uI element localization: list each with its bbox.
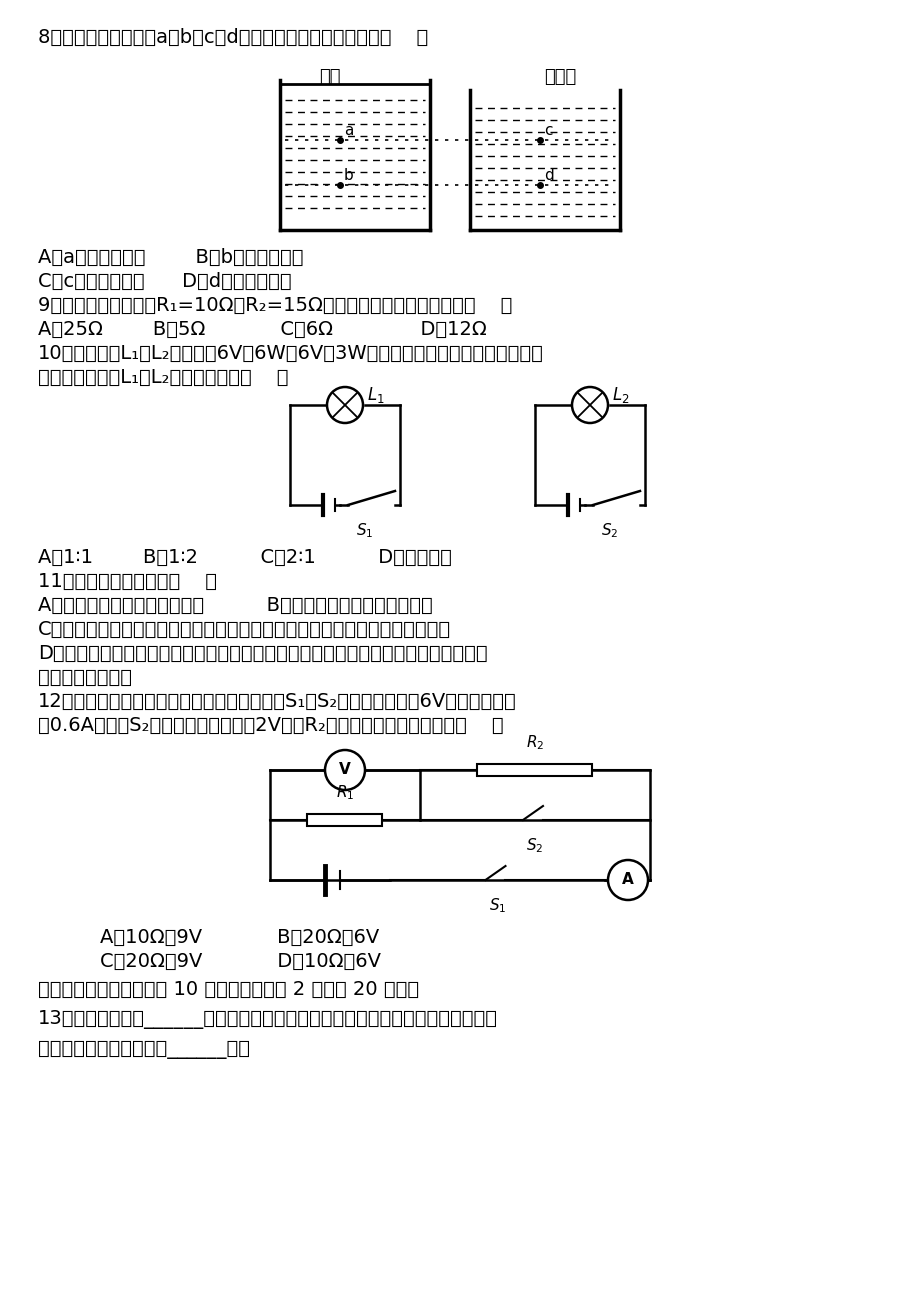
Text: $L_1$: $L_1$ [367,385,384,406]
Text: 11．下列说法正确的是（    ）: 11．下列说法正确的是（ ） [38,572,217,592]
Text: A．a点的压强最大        B．b点的压强最大: A．a点的压强最大 B．b点的压强最大 [38,248,303,266]
Text: A．平面镜成倒立、等大的虚像          B．照相机成倒立、缩小的实像: A．平面镜成倒立、等大的虚像 B．照相机成倒立、缩小的实像 [38,595,432,615]
Text: 二、填空与作图题（本题 10 个小题，每小题 2 分，共 20 分。）: 二、填空与作图题（本题 10 个小题，每小题 2 分，共 20 分。） [38,980,419,998]
Text: $R_1$: $R_1$ [335,784,354,802]
Text: 9．有两个电阵，其中R₁=10Ω，R₂=15Ω，将它们并联后的总电阵是（    ）: 9．有两个电阵，其中R₁=10Ω，R₂=15Ω，将它们并联后的总电阵是（ ） [38,296,512,315]
Text: d: d [543,168,553,183]
Text: 10．如图，灯L₁、L₂分别标有6V，6W和6V，3W的字样，当开关都闭合时两灯都正: 10．如图，灯L₁、L₂分别标有6V，6W和6V，3W的字样，当开关都闭合时两灯… [38,344,543,363]
Text: 所指的那端就是聉线管的______极。: 所指的那端就是聉线管的______极。 [38,1040,250,1059]
Text: $S_1$: $S_1$ [356,521,373,540]
Circle shape [326,387,363,422]
Text: b: b [344,168,354,183]
Circle shape [572,387,607,422]
Text: $S_2$: $S_2$ [601,521,618,540]
Text: 8．如图，关于液体中a、b、c、d四点压强的说法中正确的是（    ）: 8．如图，关于液体中a、b、c、d四点压强的说法中正确的是（ ） [38,29,427,47]
Text: $L_2$: $L_2$ [611,385,629,406]
Text: 13．安培定则：用______手握聉线管，让四指指向聉线管中电流的方向，则大拇指: 13．安培定则：用______手握聉线管，让四指指向聉线管中电流的方向，则大拇指 [38,1010,497,1030]
Text: 盐水: 盐水 [319,68,340,86]
Bar [477,764,592,776]
Text: 为0.6A，断开S₂后，电压表示数变为2V，则R₂的电阵和电源电压分别是（    ）: 为0.6A，断开S₂后，电压表示数变为2V，则R₂的电阵和电源电压分别是（ ） [38,716,503,734]
Text: 大，产生的热量多: 大，产生的热量多 [38,668,131,686]
Text: $S_1$: $S_1$ [488,896,505,915]
Text: D．电炉工作时，电阵丝发热而与其相连的导线并不怎么热，原因是通过电阵丝的电流: D．电炉工作时，电阵丝发热而与其相连的导线并不怎么热，原因是通过电阵丝的电流 [38,644,487,663]
Circle shape [324,750,365,790]
Text: C．弹簧测力计拉动放置在粗糙水平桌面上的木块做匀速直线运动时，示数为零: C．弹簧测力计拉动放置在粗糙水平桌面上的木块做匀速直线运动时，示数为零 [38,620,450,640]
Text: A．25Ω        B．5Ω            C．6Ω              D．12Ω: A．25Ω B．5Ω C．6Ω D．12Ω [38,320,486,339]
Text: A．10Ω、9V            B．20Ω、6V: A．10Ω、9V B．20Ω、6V [100,928,379,946]
Circle shape [607,861,647,900]
Text: $S_2$: $S_2$ [526,836,543,854]
Text: C．20Ω、9V            D．10Ω、6V: C．20Ω、9V D．10Ω、6V [100,952,380,971]
Text: 纯净水: 纯净水 [543,68,575,86]
Bar [307,814,382,826]
Text: c: c [543,124,552,138]
Text: A．1∶1        B．1∶2          C．2∶1          D．无法确定: A．1∶1 B．1∶2 C．2∶1 D．无法确定 [38,549,451,567]
Text: 常发光，则通过L₁和L₂的电流之比是（    ）: 常发光，则通过L₁和L₂的电流之比是（ ） [38,368,289,387]
Text: V: V [339,763,350,777]
Text: $R_2$: $R_2$ [526,733,543,751]
Text: C．c点的压强最大      D．d点的压强最大: C．c点的压强最大 D．d点的压强最大 [38,272,291,291]
Text: 12．如图所示，电源电压保持不变，闭合开关S₁、S₂，电压表示数为6V，电流表示数: 12．如图所示，电源电压保持不变，闭合开关S₁、S₂，电压表示数为6V，电流表示… [38,692,516,711]
Text: A: A [621,872,633,888]
Text: a: a [344,124,353,138]
